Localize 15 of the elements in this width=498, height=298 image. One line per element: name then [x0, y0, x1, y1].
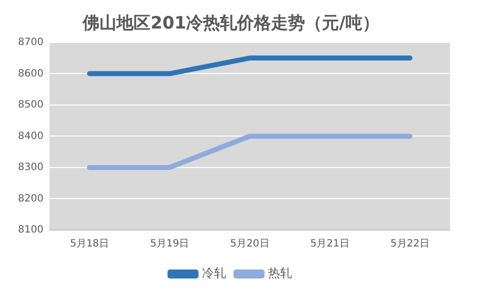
legend-label: 热轧: [268, 266, 292, 280]
x-tick-label: 5月18日: [70, 238, 110, 250]
legend-label: 冷轧: [202, 266, 226, 280]
y-tick-label: 8500: [18, 100, 44, 111]
y-tick-label: 8200: [18, 193, 44, 204]
chart-title: 佛山地区201冷热轧价格走势（元/吨）: [82, 14, 380, 34]
x-tick-label: 5月20日: [230, 238, 270, 250]
y-tick-label: 8700: [18, 36, 44, 48]
x-tick-label: 5月21日: [310, 238, 350, 250]
y-tick-label: 8400: [18, 130, 44, 142]
y-tick-label: 8100: [18, 224, 44, 236]
x-tick-label: 5月22日: [390, 238, 430, 250]
x-tick-label: 5月19日: [150, 238, 190, 250]
y-tick-label: 8600: [18, 68, 44, 80]
y-tick-label: 8300: [18, 162, 44, 174]
